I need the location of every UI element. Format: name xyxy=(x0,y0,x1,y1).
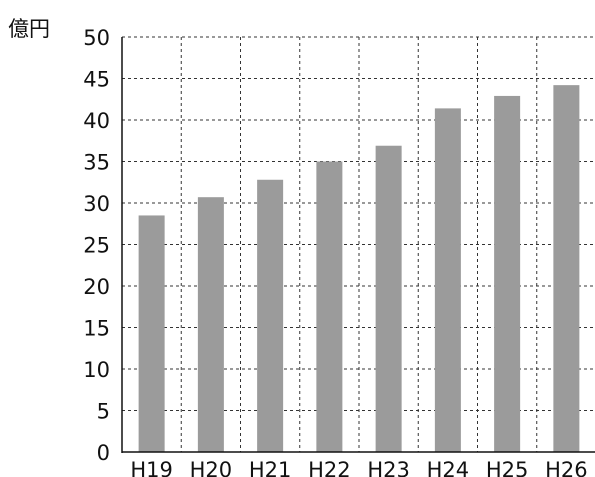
x-tick-label: H21 xyxy=(249,458,292,477)
x-tick-label: H25 xyxy=(486,458,529,477)
bar-h24 xyxy=(434,108,461,452)
y-tick-label: 45 xyxy=(83,68,110,92)
y-tick-label: 35 xyxy=(83,151,110,175)
y-tick-label: 10 xyxy=(83,358,110,382)
y-tick-label: 25 xyxy=(83,234,110,258)
x-tick-label: H26 xyxy=(545,458,588,477)
y-tick-label: 0 xyxy=(97,441,110,465)
x-tick-label: H23 xyxy=(367,458,410,477)
x-tick-label: H20 xyxy=(190,458,233,477)
y-unit-label: 億円 xyxy=(8,17,50,41)
y-tick-label: 50 xyxy=(83,26,110,50)
axes xyxy=(121,37,595,453)
y-tick-label: 30 xyxy=(83,192,110,216)
y-tick-label: 15 xyxy=(83,317,110,341)
y-tick-label: 20 xyxy=(83,275,110,299)
x-tick-label: H19 xyxy=(130,458,173,477)
x-tick-label: H22 xyxy=(308,458,351,477)
grid-lines xyxy=(122,36,595,452)
bar-h23 xyxy=(375,145,402,453)
bar-h26 xyxy=(553,85,580,452)
x-tick-labels: H19 H20 H21 H22 H23 H24 H25 H26 xyxy=(130,458,587,477)
y-tick-label: 5 xyxy=(97,400,110,424)
x-tick-label: H24 xyxy=(427,458,470,477)
bar-h22 xyxy=(316,161,343,452)
y-tick-labels: 0 5 10 15 20 25 30 35 40 45 50 xyxy=(83,26,110,465)
bar-h25 xyxy=(494,95,521,453)
bar-h20 xyxy=(197,197,224,452)
bars xyxy=(138,85,580,453)
bar-h21 xyxy=(257,179,284,452)
y-tick-label: 40 xyxy=(83,109,110,133)
bar-h19 xyxy=(138,215,165,452)
